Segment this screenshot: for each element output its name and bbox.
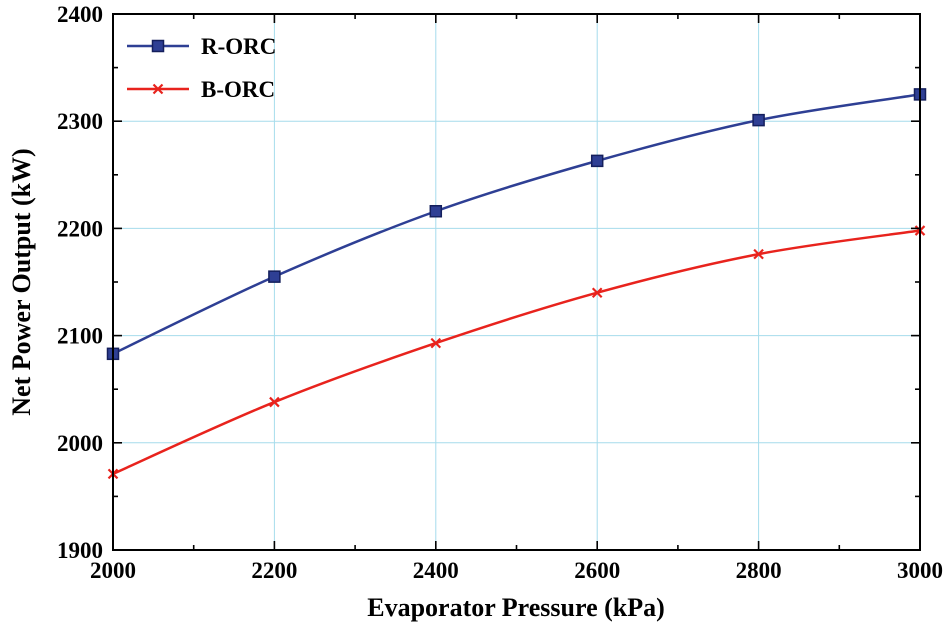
x-marker	[152, 83, 164, 95]
square-marker	[752, 113, 765, 127]
y-tick-label: 2400	[57, 2, 103, 27]
x-tick-label: 2800	[736, 558, 782, 583]
square-marker	[268, 270, 281, 283]
y-tick-label: 2000	[57, 431, 103, 456]
x-marker	[430, 337, 442, 349]
axis-ticks	[112, 13, 921, 551]
square-marker	[590, 154, 604, 168]
series-line-r-orc	[112, 93, 921, 355]
x-tick-label: 3000	[897, 558, 943, 583]
tick-labels: 2000 2200 2400 2600 2800 30001900200021002200…	[57, 2, 943, 583]
data-series	[106, 88, 927, 480]
x-marker	[269, 396, 280, 408]
y-tick-label: 1900	[57, 538, 103, 563]
series-line-b-orc	[112, 229, 921, 476]
x-tick-label: 2600	[574, 558, 620, 583]
legend-label-r-orc: R-ORC	[201, 34, 276, 59]
x-tick-label: 2000	[90, 558, 136, 583]
x-axis-title: Evaporator Pressure (kPa)	[367, 593, 665, 622]
legend-label-b-orc: B-ORC	[201, 77, 275, 102]
y-tick-label: 2300	[57, 109, 103, 134]
square-marker	[151, 39, 165, 53]
x-tick-label: 2200	[251, 558, 297, 583]
x-marker	[591, 287, 603, 298]
x-marker	[753, 248, 764, 260]
legend: R-ORC B-ORC	[127, 34, 276, 102]
grid-lines	[113, 14, 920, 550]
x-tick-label: 2400	[413, 558, 459, 583]
y-tick-label: 2200	[57, 216, 103, 241]
y-tick-label: 2100	[57, 324, 103, 349]
square-marker	[429, 204, 443, 218]
y-axis-title: Net Power Output (kW)	[7, 148, 36, 415]
